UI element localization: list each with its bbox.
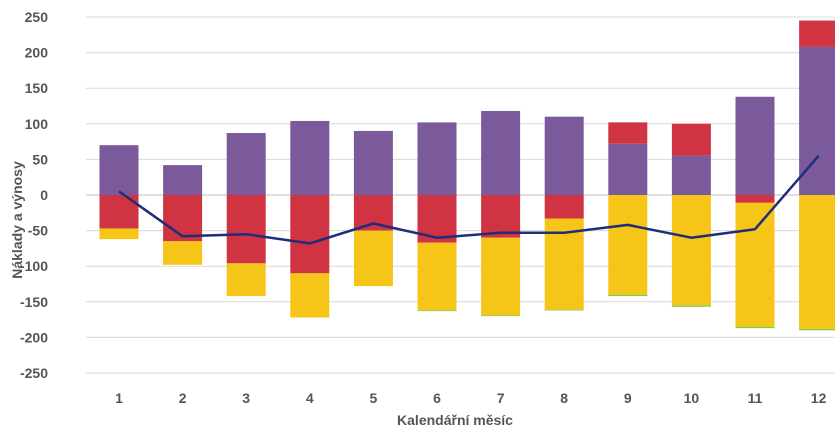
x-tick-label: 5 [370, 390, 378, 406]
bar-segment-s3-m10 [671, 195, 711, 306]
bar-segment-s2-m5 [353, 195, 393, 231]
bar-segment-s3-m5 [353, 230, 393, 287]
bar-segment-s2-m4 [290, 195, 330, 274]
x-tick-label: 6 [433, 390, 441, 406]
bar-segment-s1-m8 [544, 116, 584, 195]
y-tick-label: -100 [20, 258, 48, 274]
bar-segment-s4-m6 [417, 310, 457, 312]
bar-segment-s4-m8 [544, 309, 584, 311]
bar-segment-s1-m3 [226, 133, 266, 195]
x-tick-label: 3 [242, 390, 250, 406]
bar-segment-s4-m10 [671, 305, 711, 307]
y-axis-title: Náklady a výnosy [9, 161, 25, 279]
y-tick-label: -200 [20, 329, 48, 345]
x-axis-ticks: 1 2 3 4 5 6 7 8 9 10 11 12 [115, 390, 826, 406]
bar-segment-s1-m6 [417, 122, 457, 195]
x-tick-label: 10 [684, 390, 700, 406]
bar-segment-s1-m10 [671, 155, 711, 195]
x-tick-label: 8 [560, 390, 568, 406]
x-tick-label: 12 [811, 390, 827, 406]
x-tick-label: 4 [306, 390, 314, 406]
x-tick-label: 7 [497, 390, 505, 406]
bar-segment-s1-m4 [290, 120, 330, 195]
y-tick-label: 150 [25, 80, 49, 96]
y-tick-label: 100 [25, 116, 49, 132]
bar-segment-s3-m7 [481, 237, 521, 316]
y-tick-label: 50 [32, 151, 48, 167]
bar-segment-s3-m4 [290, 273, 330, 318]
bar-segment-s4-m12 [799, 328, 835, 331]
y-axis-ticks: 250 200 150 100 50 0 -50 -100 -150 -200 -250 [20, 9, 48, 381]
y-tick-label: 0 [40, 187, 48, 203]
y-tick-label: 200 [25, 45, 49, 61]
bar-segment-s3-m2 [163, 241, 203, 265]
bar-segment-s4-m7 [481, 315, 521, 317]
bar-segment-s1-m11 [735, 96, 775, 195]
bar-segment-s2-m8 [544, 195, 584, 219]
bar-segment-s2-m7 [481, 195, 521, 238]
bar-segment-s2-m12 [799, 20, 835, 47]
line-series [118, 154, 820, 245]
bar-segment-s3-m11 [735, 202, 775, 327]
y-tick-label: -250 [20, 365, 48, 381]
grid [86, 16, 835, 374]
bar-segment-s4-m11 [735, 326, 775, 329]
x-tick-label: 1 [115, 390, 123, 406]
bar-segment-s4-m9 [608, 294, 648, 297]
y-tick-label: -150 [20, 294, 48, 310]
bar-segment-s3-m3 [226, 263, 266, 297]
bar-segment-s3-m9 [608, 195, 648, 295]
x-tick-label: 2 [179, 390, 187, 406]
bar-segment-s2-m10 [671, 123, 711, 156]
bar-segment-s3-m1 [99, 228, 139, 240]
bar-segment-s3-m12 [799, 195, 835, 329]
bar-segment-s1-m2 [163, 165, 203, 195]
x-tick-label: 9 [624, 390, 632, 406]
bar-segment-s2-m2 [163, 195, 203, 242]
bar-segment-s2-m9 [608, 122, 648, 144]
bar-segment-s1-m5 [353, 130, 393, 195]
bar-segment-s1-m9 [608, 143, 648, 195]
bars [99, 20, 835, 331]
bar-segment-s1-m7 [481, 110, 521, 195]
bar-segment-s1-m1 [99, 145, 139, 195]
bar-segment-s3-m6 [417, 242, 457, 311]
y-tick-label: -50 [28, 223, 48, 239]
x-axis-title: Kalendářní měsíc [397, 412, 513, 428]
bar-segment-s2-m3 [226, 195, 266, 264]
y-tick-label: 250 [25, 9, 49, 25]
bar-segment-s2-m11 [735, 195, 775, 203]
line-series-path [118, 154, 820, 245]
x-tick-label: 11 [748, 390, 763, 406]
